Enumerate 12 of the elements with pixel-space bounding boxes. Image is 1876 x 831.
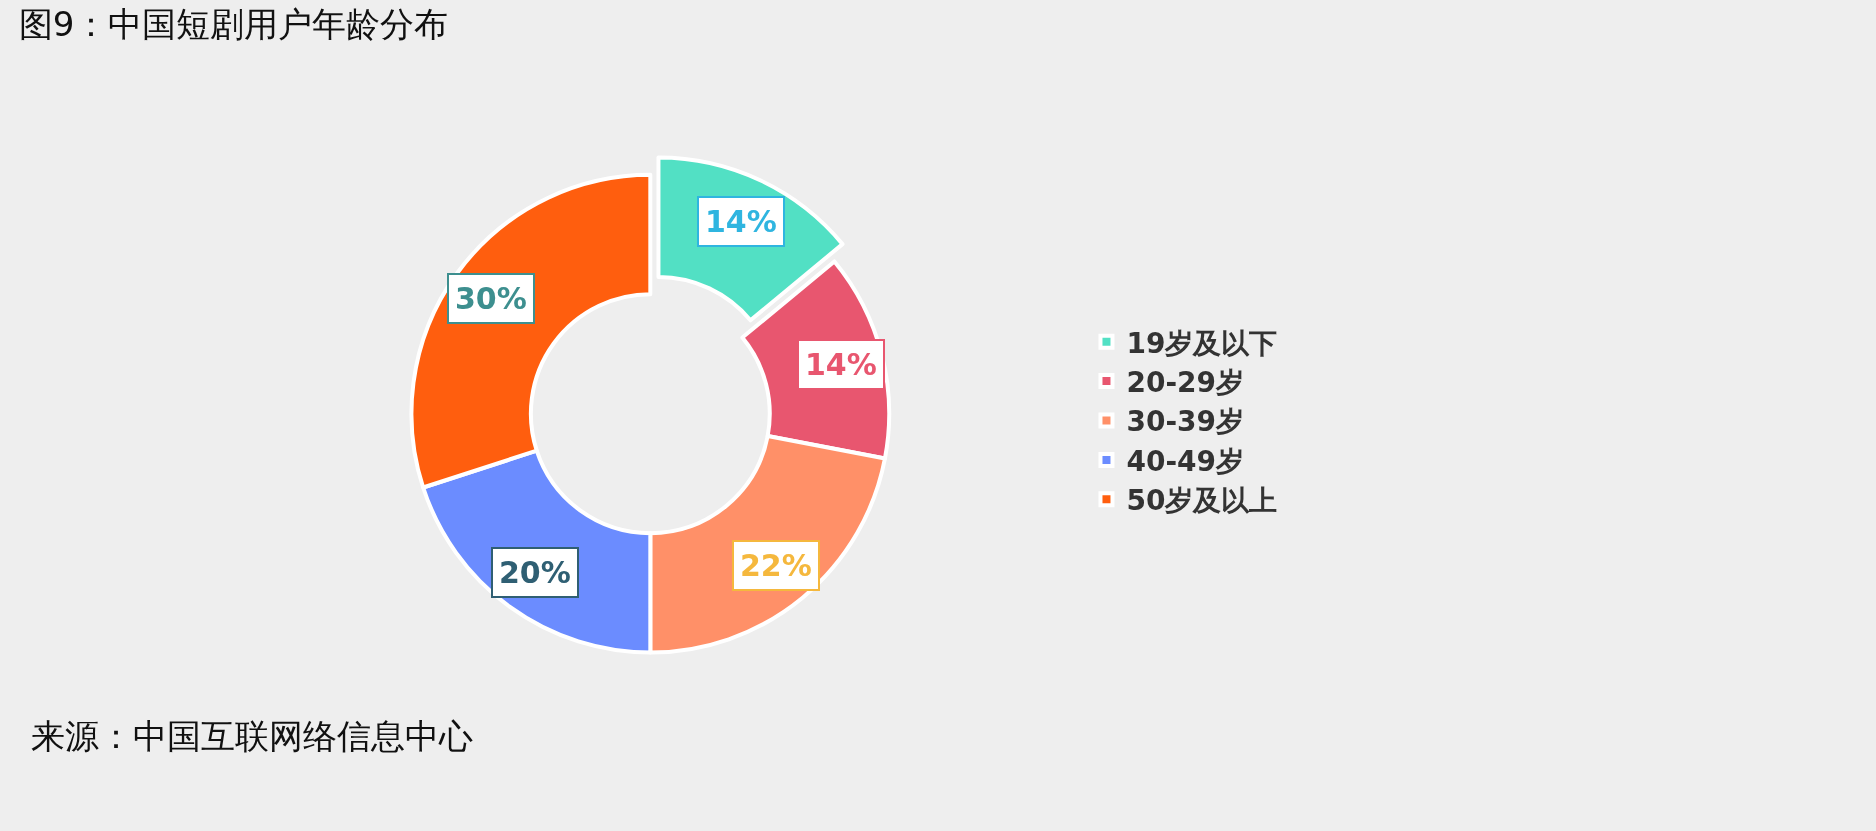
legend-label: 19岁及以下 xyxy=(1126,326,1278,360)
data-label: 14% xyxy=(805,347,877,382)
legend-label: 40-49岁 xyxy=(1126,444,1245,478)
source-note: 来源：中国互联网络信息中心 xyxy=(31,716,473,756)
legend-label: 30-39岁 xyxy=(1126,405,1245,439)
legend-label: 50岁及以上 xyxy=(1126,484,1278,518)
data-label: 20% xyxy=(499,555,571,590)
data-label: 14% xyxy=(705,204,777,239)
data-label: 30% xyxy=(455,281,527,316)
data-label: 22% xyxy=(740,548,812,583)
chart-title: 图9：中国短剧用户年龄分布 xyxy=(18,4,449,45)
legend-label: 20-29岁 xyxy=(1126,366,1245,400)
